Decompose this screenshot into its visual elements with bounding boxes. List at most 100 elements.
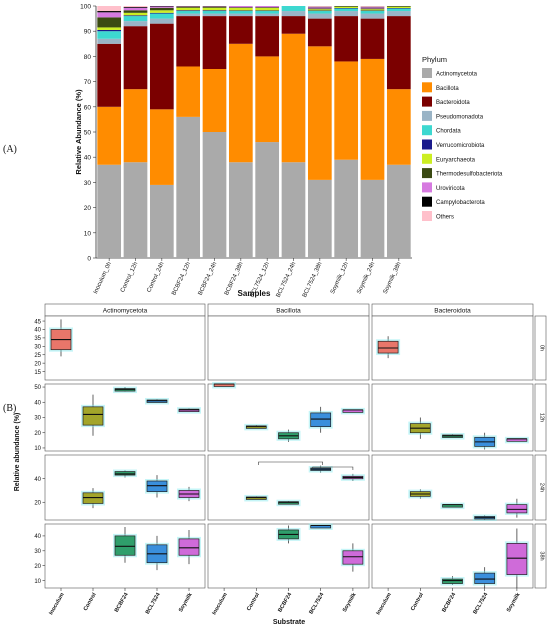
x-tick-label: Soymilk_38h <box>383 261 403 295</box>
bar-segment <box>360 18 385 59</box>
legend-swatch <box>422 196 432 207</box>
legend-label: Thermodesulfobacteriota <box>436 172 503 178</box>
facet-panel <box>44 454 206 521</box>
bar-segment <box>149 13 174 19</box>
bar-segment <box>97 11 122 13</box>
bar-segment <box>123 162 148 258</box>
bar-segment <box>334 6 359 9</box>
legend-swatch <box>422 168 432 179</box>
bar-segment <box>97 164 122 258</box>
bar-segment <box>123 16 148 22</box>
panel-a-label: (A) <box>3 144 17 155</box>
y-tick-label: 40 <box>34 328 41 334</box>
bar-segment <box>202 132 227 258</box>
box-iqr <box>114 471 136 476</box>
x-tick-label: Control_24h <box>146 261 165 293</box>
box-iqr <box>377 340 399 354</box>
legend-label: Uroviricota <box>436 186 465 192</box>
y-tick-label: 15 <box>34 370 41 376</box>
bar-segment <box>334 61 359 160</box>
legend-label: Pseudomonadota <box>436 114 484 120</box>
bar-segment <box>202 6 227 7</box>
bar-segment <box>334 16 359 62</box>
y-tick-label: 80 <box>84 54 92 61</box>
legend-swatch <box>422 125 432 136</box>
facet-panel <box>207 315 370 381</box>
bar-segment <box>307 13 332 19</box>
bar-segment <box>360 9 385 11</box>
y-tick-label: 40 <box>34 477 41 483</box>
bar-segment <box>97 27 122 30</box>
x-tick-label: Soymilk <box>342 591 358 613</box>
bar-segment <box>97 29 122 32</box>
y-tick-label: 40 <box>34 534 41 540</box>
x-tick-label: Soymilk_24h <box>356 261 376 295</box>
x-tick-label: Control_12h <box>120 261 139 293</box>
x-tick-label: Inoculum <box>48 592 65 616</box>
bar-segment <box>97 17 122 28</box>
bar-segment <box>202 11 227 14</box>
bar-segment <box>149 184 174 258</box>
box-iqr <box>310 412 332 427</box>
box-iqr <box>178 538 200 556</box>
y-tick-label: 20 <box>34 361 41 367</box>
bar-segment <box>360 11 385 14</box>
bar-segment <box>386 6 411 7</box>
bar-segment <box>123 12 148 16</box>
bar-segment <box>149 10 174 13</box>
significance-bracket <box>312 466 354 470</box>
x-tick-label: Inoculum <box>375 592 392 616</box>
y-tick-label: 30 <box>34 549 41 555</box>
bar-segment <box>149 109 174 185</box>
legend-label: Campylobacterota <box>436 200 485 206</box>
bar-segment <box>123 6 148 8</box>
facet-row-label: 38h <box>539 551 545 560</box>
bar-segment <box>255 56 280 143</box>
x-tick-label: Soymilk <box>178 591 194 613</box>
x-tick-label: BCBF24 <box>441 591 457 613</box>
bar-segment <box>307 6 332 8</box>
box-iqr <box>82 492 104 504</box>
y-axis-title: Relative abundance (%) <box>14 413 21 492</box>
legend-swatch <box>422 96 432 107</box>
legend-label: Bacteroidota <box>436 100 470 106</box>
facet-strip-row <box>534 454 547 521</box>
bar-segment <box>228 162 253 258</box>
bar-segment <box>255 10 280 12</box>
stacked-bar-chart: 0 10 20 30 40 50 60 70 80 90 100 Inoculum_0h Control… <box>74 4 503 299</box>
bar-segment <box>281 33 306 163</box>
bar-segment <box>97 43 122 107</box>
bar-segment <box>97 6 122 12</box>
bar-segment <box>360 7 385 9</box>
facet-row-label: 0h <box>539 345 545 351</box>
bar-segment <box>97 31 122 39</box>
y-tick-label: 10 <box>34 579 41 585</box>
bar-segment <box>149 12 174 14</box>
y-tick-label: 40 <box>84 155 92 162</box>
x-tick-label: BCBF24 <box>277 591 293 613</box>
bar-segment <box>228 11 253 14</box>
legend-swatch <box>422 110 432 121</box>
y-tick-label: 45 <box>34 319 41 325</box>
box-iqr <box>114 535 136 556</box>
facet-panel <box>44 383 206 452</box>
x-tick-label: BCBF24_12h <box>171 261 192 296</box>
bar-segment <box>307 18 332 47</box>
y-tick-label: 20 <box>84 205 92 212</box>
bar-segment <box>202 6 227 8</box>
bar-segment <box>386 16 411 90</box>
bar-segment <box>202 7 227 11</box>
plot-area <box>96 6 412 258</box>
bar-segment <box>202 13 227 17</box>
bar-segment <box>149 6 174 7</box>
legend-swatch <box>422 211 432 221</box>
facet-column-label: Bacteroidota <box>434 308 471 315</box>
bar-segment <box>176 11 201 14</box>
bar-segment <box>360 13 385 19</box>
bar-segment <box>123 7 148 11</box>
bar-segment <box>255 7 280 9</box>
box-iqr <box>245 496 267 500</box>
bar-segment <box>228 6 253 8</box>
bar-segment <box>149 7 174 11</box>
